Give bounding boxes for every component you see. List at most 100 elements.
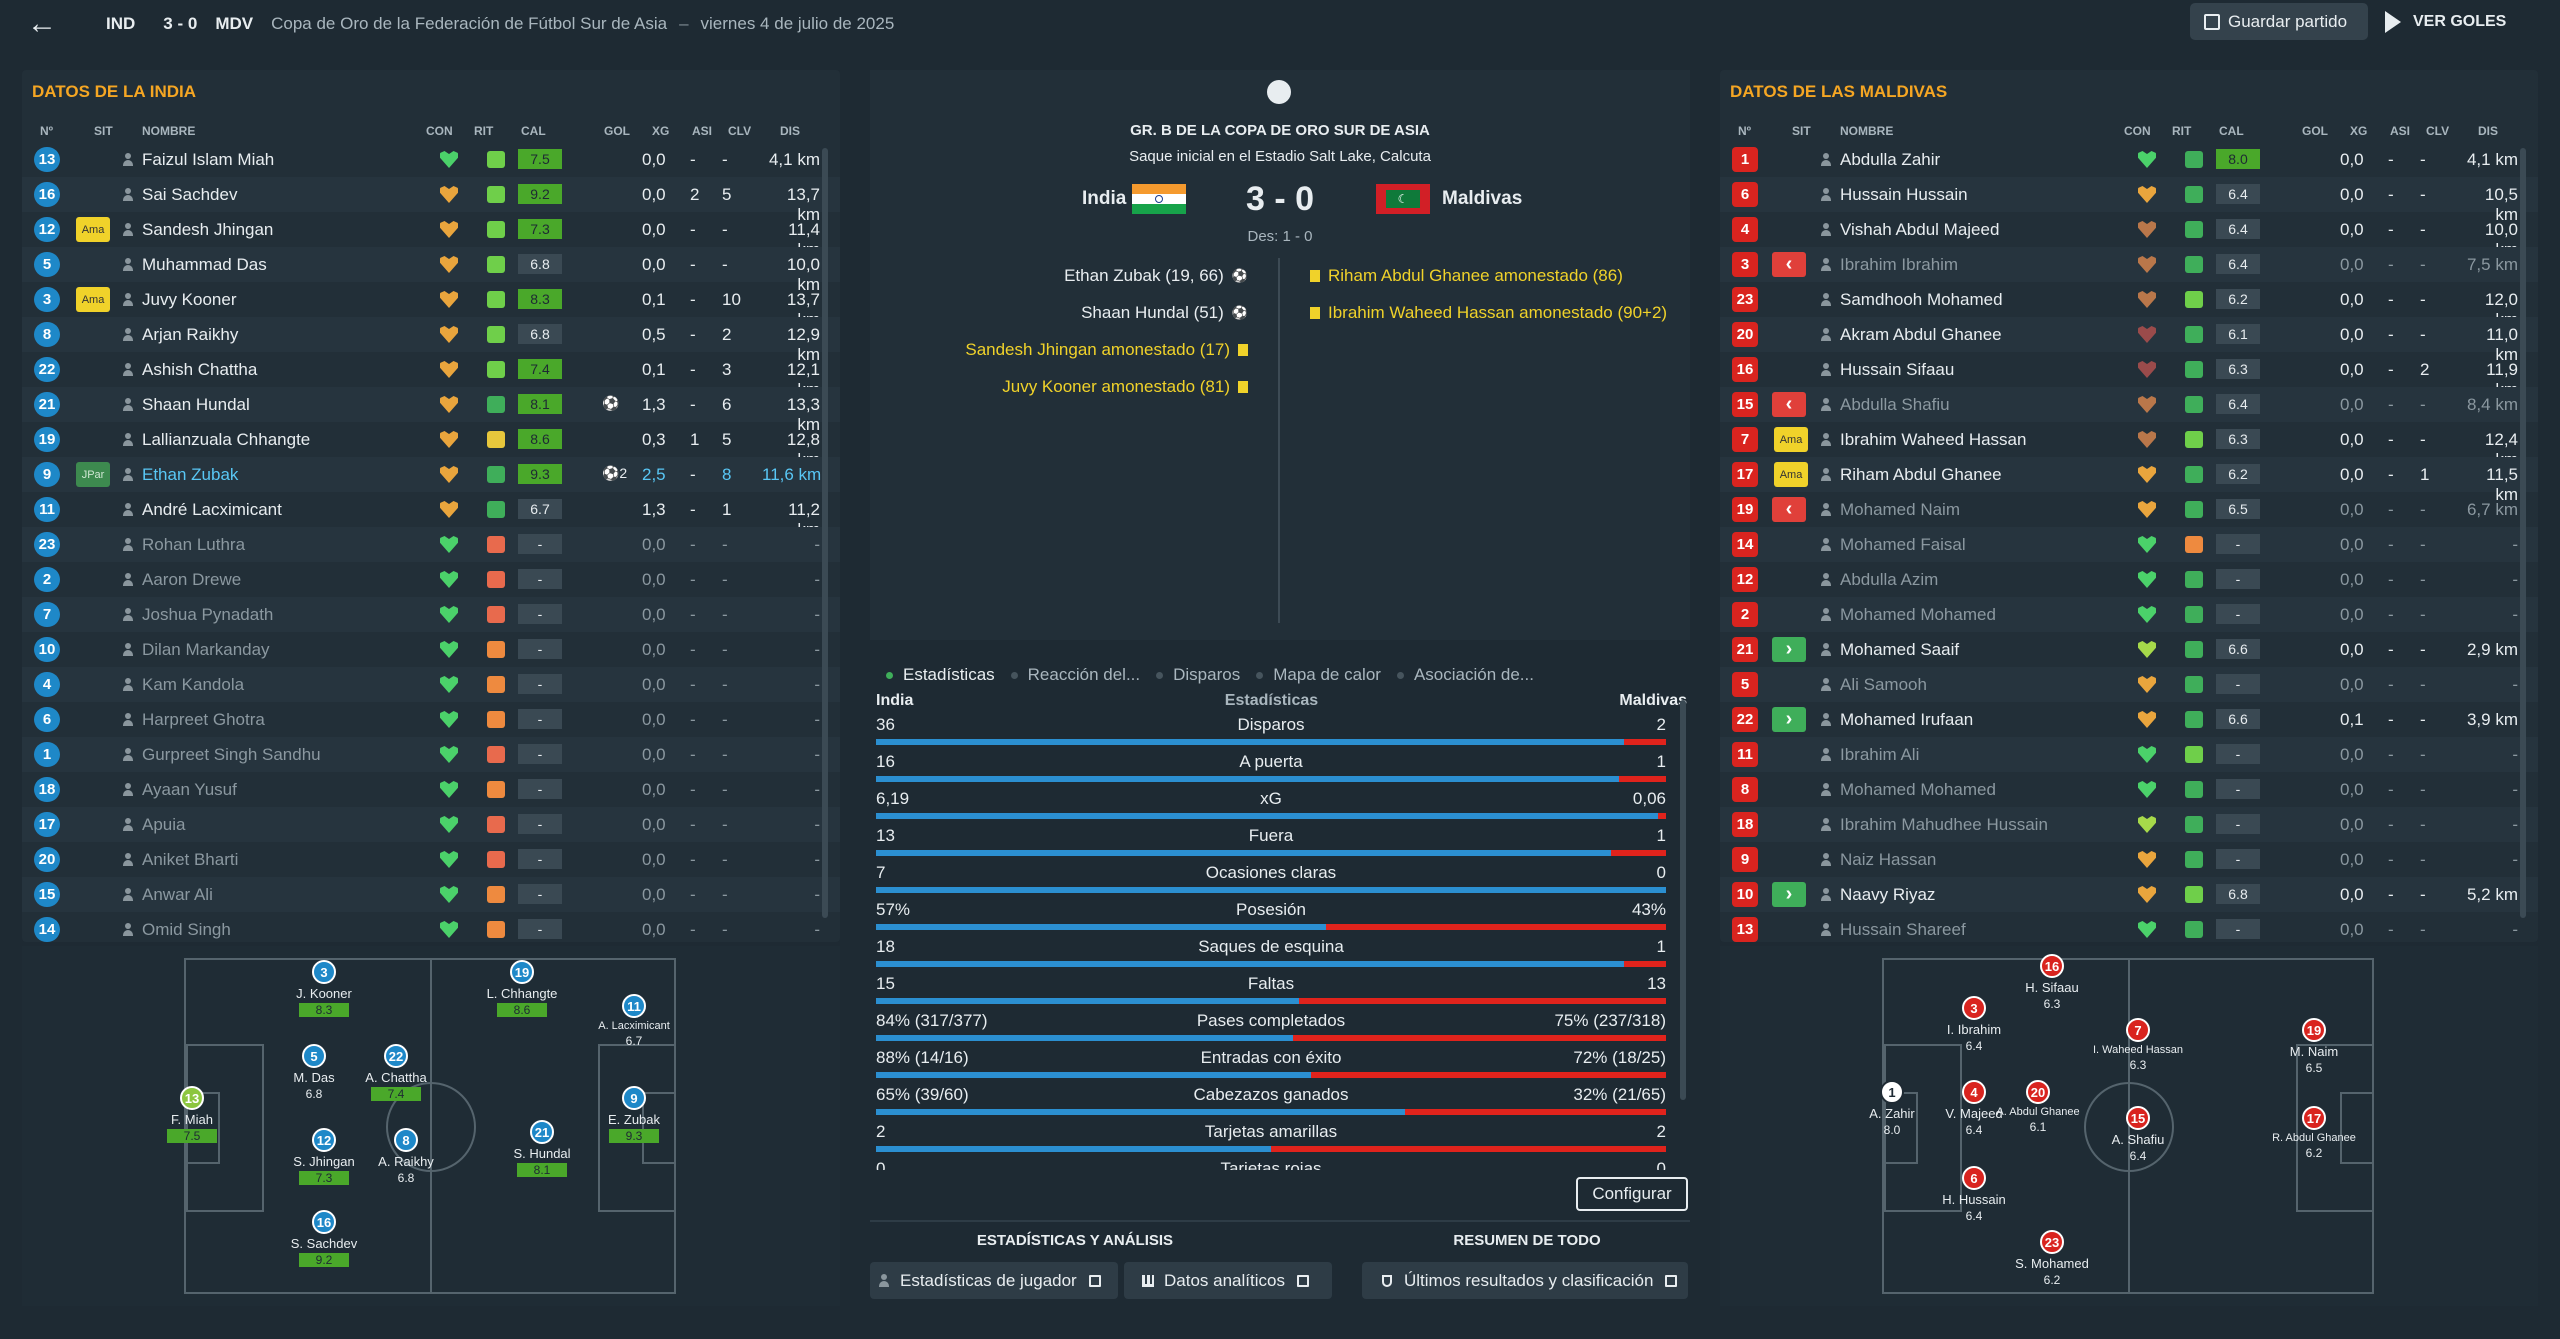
player-name[interactable]: Mohamed Mohamed [1840,605,1996,624]
player-name[interactable]: Mohamed Faisal [1840,535,1966,554]
player-name[interactable]: Rohan Luthra [142,535,246,554]
player-name[interactable]: Anwar Ali [142,885,213,904]
stats-tab[interactable]: Estadísticas [886,665,995,685]
player-name[interactable]: Abdulla Shafiu [1840,395,1950,414]
player-row[interactable]: 17 Apuia - 0,0 - - - [22,807,840,842]
pitch-player[interactable]: 8 A. Raikhy 6.8 [364,1128,448,1204]
player-name[interactable]: Ibrahim Mahudhee Hussain [1840,815,2048,834]
player-row[interactable]: 14 Mohamed Faisal - 0,0 - - - [1720,527,2538,562]
player-row[interactable]: 15 Anwar Ali - 0,0 - - - [22,877,840,912]
player-name[interactable]: Faizul Islam Miah [142,150,275,169]
player-row[interactable]: 14 Omid Singh - 0,0 - - - [22,912,840,947]
player-name[interactable]: Aniket Bharti [142,850,239,869]
player-name[interactable]: Naavy Riyaz [1840,885,1936,904]
india-scrollbar[interactable] [822,148,828,918]
player-name[interactable]: Kam Kandola [142,675,245,694]
player-row[interactable]: 15 ‹ Abdulla Shafiu 6.4 0,0 - - 8,4 km [1720,387,2538,422]
player-name[interactable]: Ibrahim Ali [1840,745,1920,764]
player-name[interactable]: Ibrahim Waheed Hassan [1840,430,2027,449]
player-row[interactable]: 1 Abdulla Zahir 8.0 0,0 - - 4,1 km [1720,142,2538,177]
player-row[interactable]: 20 Aniket Bharti - 0,0 - - - [22,842,840,877]
player-name[interactable]: Mohamed Naim [1840,500,1960,519]
player-row[interactable]: 8 Mohamed Mohamed - 0,0 - - - [1720,772,2538,807]
pitch-player[interactable]: 16 S. Sachdev 9.2 [282,1210,366,1286]
player-row[interactable]: 12 Abdulla Azim - 0,0 - - - [1720,562,2538,597]
pitch-player[interactable]: 4 V. Majeed 6.4 [1932,1080,2016,1156]
player-row[interactable]: 18 Ibrahim Mahudhee Hussain - 0,0 - - - [1720,807,2538,842]
player-name[interactable]: Akram Abdul Ghanee [1840,325,2002,344]
player-row[interactable]: 6 Hussain Hussain 6.4 0,0 - - 10,5 km [1720,177,2538,224]
player-name[interactable]: Samdhooh Mohamed [1840,290,2003,309]
player-name[interactable]: Ashish Chattha [142,360,258,379]
pitch-player[interactable]: 22 A. Chattha 7.4 [354,1044,438,1120]
player-row[interactable]: 20 Akram Abdul Ghanee 6.1 0,0 - - 11,0 km [1720,317,2538,364]
pitch-player[interactable]: 12 S. Jhingan 7.3 [282,1128,366,1204]
player-name[interactable]: Mohamed Saaif [1840,640,1960,659]
player-row[interactable]: 3 ‹ Ibrahim Ibrahim 6.4 0,0 - - 7,5 km [1720,247,2538,282]
pitch-player[interactable]: 3 J. Kooner 8.3 [282,960,366,1036]
player-name[interactable]: Ibrahim Ibrahim [1840,255,1959,274]
pitch-player[interactable]: 19 L. Chhangte 8.6 [480,960,564,1036]
maldives-scrollbar[interactable] [2520,148,2526,918]
pitch-player[interactable]: 9 E. Zubak 9.3 [592,1086,676,1162]
player-row[interactable]: 13 Faizul Islam Miah 7.5 0,0 - - 4,1 km [22,142,840,177]
pitch-player[interactable]: 17 R. Abdul Ghanee 6.2 [2272,1106,2356,1182]
pitch-player[interactable]: 16 H. Sifaau 6.3 [2010,954,2094,1030]
player-name[interactable]: Hussain Shareef [1840,920,1966,939]
maldives-player-list[interactable]: 1 Abdulla Zahir 8.0 0,0 - - 4,1 km 6 Hussain Hus… [1720,142,2538,1007]
player-row[interactable]: 21 Shaan Hundal 8.1 ⚽ 1,3 - 6 13,3 km [22,387,840,434]
player-row[interactable]: 11 Ibrahim Ali - 0,0 - - - [1720,737,2538,772]
player-name[interactable]: Hussain Sifaau [1840,360,1955,379]
player-name[interactable]: Gurpreet Singh Sandhu [142,745,321,764]
player-name[interactable]: Joshua Pynadath [142,605,274,624]
player-row[interactable]: 8 Arjan Raikhy 6.8 0,5 - 2 12,9 km [22,317,840,364]
pitch-player[interactable]: 1 A. Zahir 8.0 [1850,1080,1934,1156]
player-row[interactable]: 23 Rohan Luthra - 0,0 - - - [22,527,840,562]
player-row[interactable]: 16 Sai Sachdev 9.2 0,0 2 5 13,7 km [22,177,840,224]
save-match-button[interactable]: Guardar partido [2190,3,2368,40]
stats-tab[interactable]: Reacción del... [1010,665,1140,685]
pitch-player[interactable]: 5 M. Das 6.8 [272,1044,356,1120]
player-name[interactable]: Riham Abdul Ghanee [1840,465,2002,484]
player-name[interactable]: Mohamed Irufaan [1840,710,1974,729]
pitch-player[interactable]: 21 S. Hundal 8.1 [500,1120,584,1196]
player-row[interactable]: 19 ‹ Mohamed Naim 6.5 0,0 - - 6,7 km [1720,492,2538,527]
player-name[interactable]: Lallianzuala Chhangte [142,430,311,449]
player-row[interactable]: 17 Ama Riham Abdul Ghanee 6.2 0,0 - 1 11,5 km [1720,457,2538,504]
back-arrow-icon[interactable]: ← [27,7,57,40]
stats-tab[interactable]: Disparos [1156,665,1240,685]
player-stats-button[interactable]: Estadísticas de jugador [870,1262,1118,1299]
player-row[interactable]: 9 JPar Ethan Zubak 9.3 ⚽2 2,5 - 8 11,6 km [22,457,840,492]
pitch-player[interactable]: 6 H. Hussain 6.4 [1932,1166,2016,1242]
stats-scrollbar[interactable] [1680,700,1686,1100]
player-row[interactable]: 7 Joshua Pynadath - 0,0 - - - [22,597,840,632]
player-name[interactable]: Aaron Drewe [142,570,242,589]
player-name[interactable]: Omid Singh [142,920,231,939]
player-row[interactable]: 18 Ayaan Yusuf - 0,0 - - - [22,772,840,807]
pitch-player[interactable]: 15 A. Shafiu 6.4 [2096,1106,2180,1182]
player-row[interactable]: 9 Naiz Hassan - 0,0 - - - [1720,842,2538,877]
player-row[interactable]: 10 Dilan Markanday - 0,0 - - - [22,632,840,667]
player-row[interactable]: 21 › Mohamed Saaif 6.6 0,0 - - 2,9 km [1720,632,2538,667]
pitch-player[interactable]: 3 I. Ibrahim 6.4 [1932,996,2016,1072]
results-button[interactable]: Últimos resultados y clasificación [1362,1262,1688,1299]
player-row[interactable]: 5 Muhammad Das 6.8 0,0 - - 10,0 km [22,247,840,294]
player-row[interactable]: 6 Harpreet Ghotra - 0,0 - - - [22,702,840,737]
player-name[interactable]: Ethan Zubak [142,465,239,484]
pitch-player[interactable]: 7 I. Waheed Hassan 6.3 [2093,1018,2183,1094]
player-name[interactable]: Ayaan Yusuf [142,780,237,799]
view-goals-button[interactable]: VER GOLES [2385,3,2535,40]
stats-tab[interactable]: Mapa de calor [1256,665,1381,685]
player-row[interactable]: 1 Gurpreet Singh Sandhu - 0,0 - - - [22,737,840,772]
pitch-player[interactable]: 20 A. Abdul Ghanee 6.1 [1996,1080,2080,1156]
player-name[interactable]: Sandesh Jhingan [142,220,274,239]
pitch-player[interactable]: 13 F. Miah 7.5 [150,1086,234,1162]
player-name[interactable]: André Lacximicant [142,500,282,519]
player-name[interactable]: Apuia [142,815,186,834]
